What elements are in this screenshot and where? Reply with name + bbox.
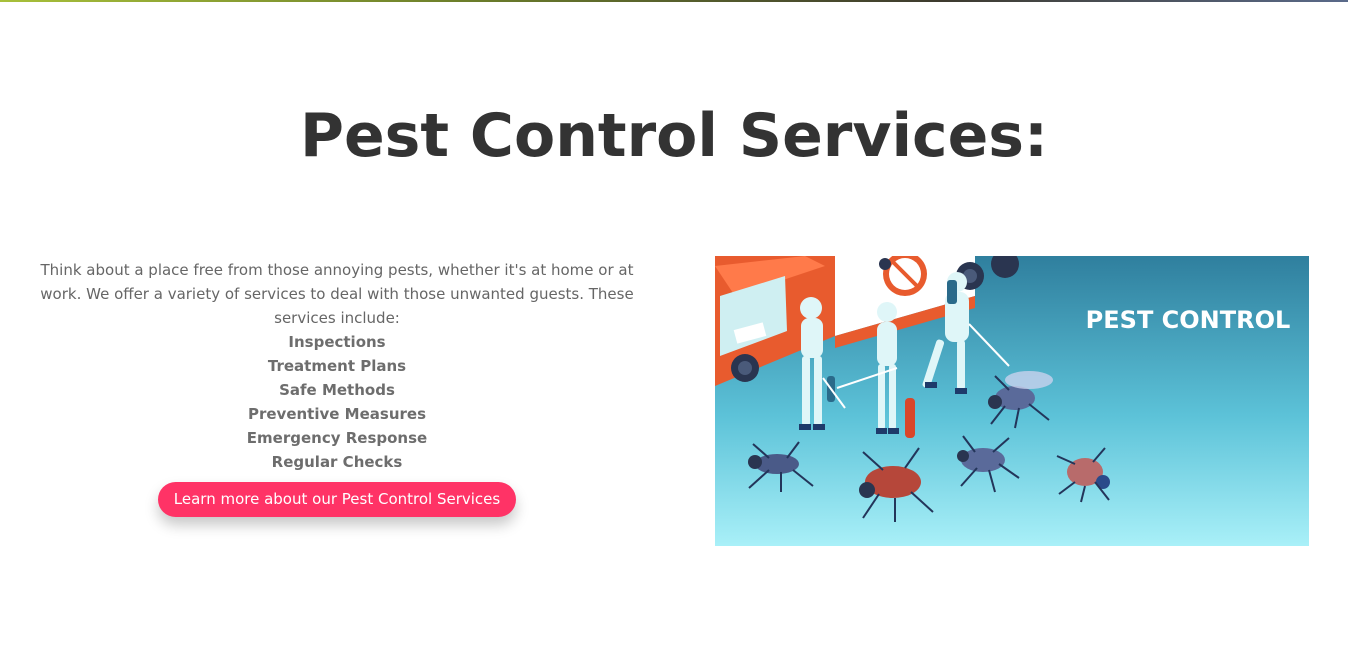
pest-control-banner-text: PEST CONTROL: [1086, 306, 1291, 334]
page-title: Pest Control Services:: [299, 101, 1048, 171]
worker-figures: [799, 272, 1010, 438]
service-item-inspections: Inspections: [288, 333, 386, 351]
service-item-treatment-plans: Treatment Plans: [267, 357, 407, 375]
services-text-column: Think about a place free from those anno…: [30, 258, 644, 517]
services-list: Inspections Treatment Plans Safe Methods…: [30, 330, 644, 474]
learn-more-button[interactable]: Learn more about our Pest Control Servic…: [157, 482, 517, 517]
service-item-safe-methods: Safe Methods: [279, 381, 395, 399]
van-graphic: [715, 256, 1019, 386]
intro-paragraph: Think about a place free from those anno…: [40, 261, 634, 327]
top-color-strip: [0, 0, 1348, 2]
pest-control-illustration: PEST CONTROL: [715, 256, 1309, 546]
service-item-preventive-measures: Preventive Measures: [247, 405, 426, 423]
bug-graphics: [748, 371, 1110, 522]
service-item-emergency-response: Emergency Response: [246, 429, 428, 447]
service-item-regular-checks: Regular Checks: [271, 453, 403, 471]
